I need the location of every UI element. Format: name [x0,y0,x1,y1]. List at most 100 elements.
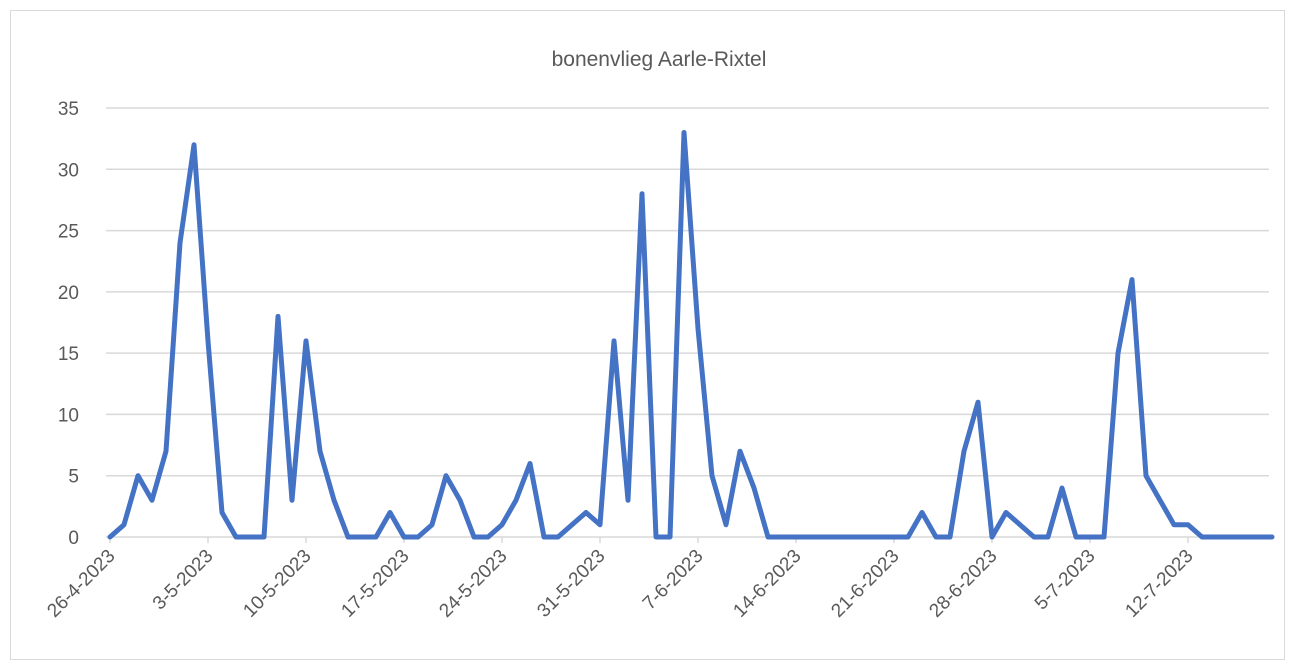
data-point [514,498,519,503]
x-tick-label: 5-7-2023 [1031,546,1100,615]
data-point [906,535,911,540]
data-point [640,191,645,196]
data-point [1256,535,1261,540]
x-axis-ticks: 26-4-2023 3-5-2023 10-5-2023 17-5-2023 24-5-… [43,537,1198,622]
data-point [206,338,211,343]
data-point [710,473,715,478]
data-point [556,535,561,540]
x-tick-label: 3-5-2023 [149,546,218,615]
data-point [892,535,897,540]
x-tick-label: 21-6-2023 [827,546,903,622]
data-point [654,535,659,540]
data-point [962,449,967,454]
data-point [1116,351,1121,356]
data-point [920,510,925,515]
data-point [1088,535,1093,540]
data-point [1018,522,1023,527]
data-point [542,535,547,540]
data-point [444,473,449,478]
data-point [612,338,617,343]
y-tick-label: 30 [58,160,79,181]
data-point [1158,498,1163,503]
line-chart: bonenvlieg Aarle-Rixtel 0 5 10 15 20 25 30 35 2… [43,48,1275,622]
x-tick-label: 31-5-2023 [533,546,609,622]
data-point [598,522,603,527]
data-point [528,461,533,466]
series-layer [107,130,1275,540]
data-point [374,535,379,540]
data-point [850,535,855,540]
data-point [1102,535,1107,540]
x-tick-label: 14-6-2023 [729,546,805,622]
data-point [262,535,267,540]
data-point [192,142,197,147]
data-point [458,498,463,503]
data-point [724,522,729,527]
x-tick-label: 17-5-2023 [337,546,413,622]
data-point [822,535,827,540]
y-tick-label: 0 [68,528,79,549]
y-tick-label: 25 [58,222,79,243]
data-point [1172,522,1177,527]
data-point [668,535,673,540]
data-point [1046,535,1051,540]
data-point [626,498,631,503]
data-point [864,535,869,540]
y-tick-label: 5 [68,467,79,488]
data-point [108,535,113,540]
data-point [136,473,141,478]
data-point [1270,535,1275,540]
data-point [1144,473,1149,478]
x-tick-label: 7-6-2023 [639,546,708,615]
x-tick-label: 12-7-2023 [1121,546,1197,622]
data-point [150,498,155,503]
data-point [430,522,435,527]
data-point [836,535,841,540]
data-point [696,326,701,331]
chart-frame: bonenvlieg Aarle-Rixtel 0 5 10 15 20 25 30 35 2… [10,10,1285,660]
data-point [1200,535,1205,540]
data-point [332,498,337,503]
data-point [220,510,225,515]
data-point [584,510,589,515]
data-point [234,535,239,540]
data-point [276,314,281,319]
x-tick-label: 24-5-2023 [435,546,511,622]
data-point [388,510,393,515]
data-point [346,535,351,540]
data-point [318,449,323,454]
data-point [1004,510,1009,515]
data-point [766,535,771,540]
data-point [472,535,477,540]
data-point [304,338,309,343]
chart-title: bonenvlieg Aarle-Rixtel [552,48,767,71]
data-point [1242,535,1247,540]
y-tick-label: 10 [58,405,79,426]
data-point [878,535,883,540]
x-tick-label: 28-6-2023 [925,546,1001,622]
data-point [752,485,757,490]
data-point [934,535,939,540]
y-tick-label: 15 [58,344,79,365]
data-point [1186,522,1191,527]
data-point [1228,535,1233,540]
data-point [976,400,981,405]
data-point [402,535,407,540]
data-point [416,535,421,540]
data-point [570,522,575,527]
data-point [486,535,491,540]
y-axis-ticks: 0 5 10 15 20 25 30 35 [58,99,79,549]
x-tick-label: 26-4-2023 [43,546,119,622]
data-point [808,535,813,540]
data-point [1130,277,1135,282]
data-point [122,522,127,527]
data-point [1214,535,1219,540]
data-point [290,498,295,503]
data-point [1074,535,1079,540]
data-point [1032,535,1037,540]
x-tick-label: 10-5-2023 [239,546,315,622]
data-point [948,535,953,540]
y-tick-label: 35 [58,99,79,120]
data-point [164,449,169,454]
data-point [248,535,253,540]
